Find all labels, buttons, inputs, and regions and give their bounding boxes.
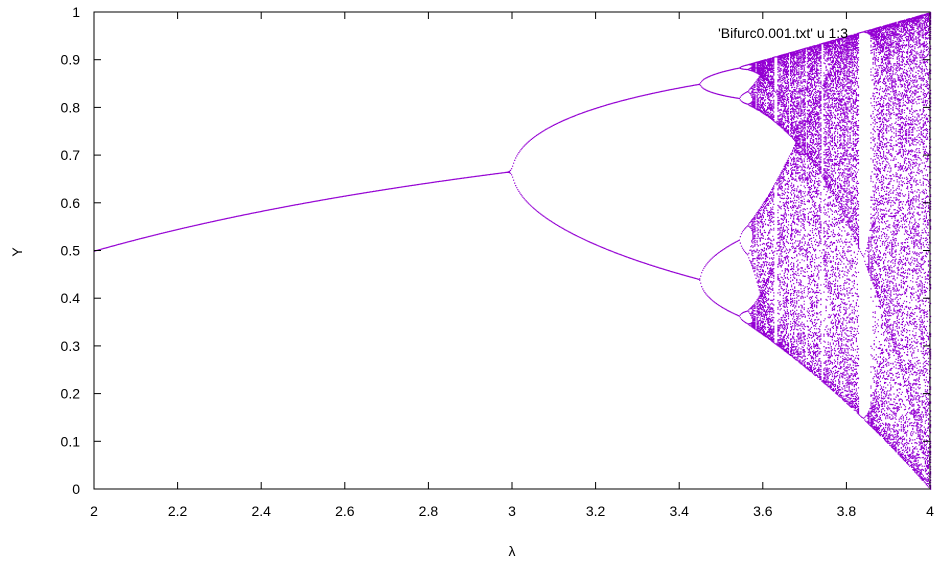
x-tick-label: 3.2 bbox=[586, 503, 606, 519]
data-points-layer bbox=[94, 12, 932, 490]
y-tick-label: 0.5 bbox=[61, 243, 81, 259]
x-tick-label: 3.8 bbox=[837, 503, 857, 519]
legend: 'Bifurc0.001.txt' u 1:3 bbox=[718, 25, 848, 41]
y-tick-label: 0.9 bbox=[61, 52, 81, 68]
legend-label: 'Bifurc0.001.txt' u 1:3 bbox=[718, 25, 848, 41]
x-tick-label: 3.6 bbox=[753, 503, 773, 519]
y-axis-title: Y bbox=[9, 247, 25, 257]
x-tick-label: 3 bbox=[508, 503, 516, 519]
x-tick-label: 2 bbox=[90, 503, 98, 519]
y-axis-ticks: 0 0.1 0.2 0.3 0.4 0.5 0.6 0.7 0.8 0.9 1 bbox=[61, 4, 930, 497]
x-tick-label: 2.4 bbox=[251, 503, 271, 519]
y-tick-label: 0.6 bbox=[61, 195, 81, 211]
y-tick-label: 0.8 bbox=[61, 99, 81, 115]
y-tick-label: 0.1 bbox=[61, 433, 81, 449]
y-tick-label: 0.7 bbox=[61, 147, 81, 163]
x-tick-label: 2.6 bbox=[335, 503, 355, 519]
x-axis-ticks: 2 2.2 2.4 2.6 2.8 3 3.2 3.4 3.6 3.8 4 bbox=[90, 12, 934, 519]
x-tick-label: 4 bbox=[926, 503, 934, 519]
y-tick-label: 0.3 bbox=[61, 338, 81, 354]
x-axis-title: λ bbox=[509, 543, 516, 559]
x-tick-label: 2.2 bbox=[168, 503, 188, 519]
y-tick-label: 0.2 bbox=[61, 386, 81, 402]
y-tick-label: 0 bbox=[72, 481, 80, 497]
x-tick-label: 3.4 bbox=[669, 503, 689, 519]
x-tick-label: 2.8 bbox=[419, 503, 439, 519]
bifurcation-points bbox=[94, 12, 932, 490]
y-tick-label: 1 bbox=[72, 4, 80, 20]
y-tick-label: 0.4 bbox=[61, 290, 81, 306]
